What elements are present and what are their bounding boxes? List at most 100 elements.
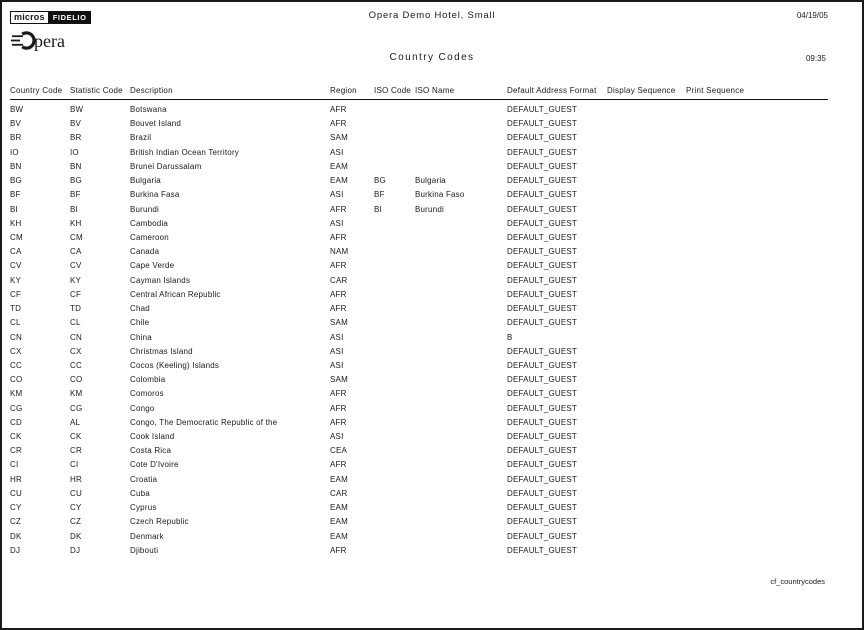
table-cell: DEFAULT_GUEST bbox=[507, 417, 578, 427]
table-cell bbox=[374, 259, 415, 273]
table-cell bbox=[374, 231, 415, 245]
table-row: BF BF Burkina Fasa ASI BF Burkina Faso DEFAULT… bbox=[10, 188, 828, 202]
table-row: CF CF Central African Republic AFR DEFAULT_G… bbox=[10, 288, 828, 302]
table-cell bbox=[686, 302, 828, 316]
table-row: CA CA Canada NAM DEFAULT_GUEST bbox=[10, 245, 828, 259]
table-cell: DEFAULT_GUEST bbox=[507, 147, 578, 157]
table-cell: China bbox=[130, 332, 152, 342]
table-cell: Chile bbox=[130, 318, 150, 328]
table-cell bbox=[415, 373, 507, 387]
page-title: Country Codes bbox=[389, 52, 475, 63]
table-cell: DEFAULT_GUEST bbox=[507, 488, 578, 498]
table-cell: Croatia bbox=[130, 474, 158, 484]
table-cell: AFR bbox=[330, 232, 347, 242]
table-cell: CI bbox=[10, 460, 19, 470]
table-cell: CK bbox=[70, 432, 82, 442]
table-cell: DEFAULT_GUEST bbox=[507, 389, 578, 399]
table-cell bbox=[686, 188, 828, 202]
column-header-default-address-format: Default Address Format bbox=[507, 86, 597, 95]
table-cell: Denmark bbox=[130, 531, 164, 541]
table-cell bbox=[686, 259, 828, 273]
table-cell: KY bbox=[10, 275, 22, 285]
table-cell: Congo bbox=[130, 403, 155, 413]
table-cell: Burundi bbox=[130, 204, 159, 214]
table-cell: CX bbox=[70, 346, 82, 356]
opera-logo: pera bbox=[11, 31, 65, 51]
table-cell: IO bbox=[10, 147, 19, 157]
table-cell: DEFAULT_GUEST bbox=[507, 403, 578, 413]
table-cell: BV bbox=[70, 119, 82, 129]
table-cell: KM bbox=[10, 389, 23, 399]
table-cell: Canada bbox=[130, 247, 160, 257]
table-cell: CK bbox=[10, 432, 22, 442]
table-row: CN CN China ASI B bbox=[10, 331, 828, 345]
table-cell: CA bbox=[10, 247, 22, 257]
report-date: 04/19/05 bbox=[796, 11, 828, 20]
table-cell: BR bbox=[10, 133, 22, 143]
table-cell: AFR bbox=[330, 403, 347, 413]
table-cell: CF bbox=[10, 289, 22, 299]
table-cell bbox=[686, 217, 828, 231]
table-cell bbox=[415, 387, 507, 401]
table-cell bbox=[607, 259, 686, 273]
table-cell: CR bbox=[70, 446, 82, 456]
table-cell: AFR bbox=[330, 119, 347, 129]
table-cell bbox=[607, 473, 686, 487]
table-cell: SAM bbox=[330, 133, 348, 143]
table-cell bbox=[374, 245, 415, 259]
table-cell bbox=[607, 387, 686, 401]
table-cell: CD bbox=[10, 417, 22, 427]
table-cell: BW bbox=[70, 105, 84, 114]
table-cell bbox=[686, 416, 828, 430]
table-row: IO IO British Indian Ocean Territory ASI DEF… bbox=[10, 146, 828, 160]
table-cell: CO bbox=[10, 375, 23, 385]
table-cell: CZ bbox=[70, 517, 82, 527]
table-cell bbox=[374, 274, 415, 288]
table-cell: HR bbox=[10, 474, 22, 484]
table-cell: Costa Rica bbox=[130, 446, 172, 456]
table-cell: EAM bbox=[330, 176, 348, 186]
table-cell bbox=[607, 188, 686, 202]
table-cell: ASI bbox=[330, 360, 344, 370]
table-cell: TD bbox=[10, 304, 22, 314]
table-cell bbox=[415, 316, 507, 330]
table-cell: CM bbox=[10, 232, 23, 242]
table-row: BI BI Burundi AFR BI Burundi DEFAULT_GUEST bbox=[10, 203, 828, 217]
table-cell: EAM bbox=[330, 503, 348, 513]
table-cell: BG bbox=[70, 176, 82, 186]
table-cell: AFR bbox=[330, 289, 347, 299]
table-cell bbox=[374, 117, 415, 131]
table-cell bbox=[607, 359, 686, 373]
table-cell: DK bbox=[70, 531, 82, 541]
table-cell: CL bbox=[70, 318, 81, 328]
report-id: cf_countrycodes bbox=[770, 577, 825, 586]
table-row: CI CI Cote D'Ivoire AFR DEFAULT_GUEST bbox=[10, 458, 828, 472]
table-cell bbox=[607, 231, 686, 245]
table-cell bbox=[607, 416, 686, 430]
table-cell: CV bbox=[10, 261, 22, 271]
column-header-region: Region bbox=[330, 86, 357, 95]
table-cell: Cocos (Keeling) Islands bbox=[130, 360, 220, 370]
table-cell: AFR bbox=[330, 389, 347, 399]
table-cell: BI bbox=[10, 204, 18, 214]
table-cell: EAM bbox=[330, 531, 348, 541]
table-cell: DEFAULT_GUEST bbox=[507, 133, 578, 143]
table-cell bbox=[374, 458, 415, 472]
table-cell: DEFAULT_GUEST bbox=[507, 375, 578, 385]
table-cell: BV bbox=[10, 119, 22, 129]
table-cell: CL bbox=[10, 318, 21, 328]
table-cell bbox=[607, 117, 686, 131]
table-cell bbox=[374, 416, 415, 430]
table-cell: SAM bbox=[330, 375, 348, 385]
table-cell bbox=[686, 530, 828, 544]
table-cell: BF bbox=[374, 190, 385, 200]
table-cell bbox=[686, 402, 828, 416]
table-cell bbox=[415, 530, 507, 544]
table-cell: CV bbox=[70, 261, 82, 271]
table-cell: DEFAULT_GUEST bbox=[507, 517, 578, 527]
table-cell bbox=[686, 174, 828, 188]
table-cell: Christmas Island bbox=[130, 346, 193, 356]
table-cell: Cook Island bbox=[130, 432, 175, 442]
table-cell bbox=[374, 288, 415, 302]
table-cell bbox=[374, 530, 415, 544]
